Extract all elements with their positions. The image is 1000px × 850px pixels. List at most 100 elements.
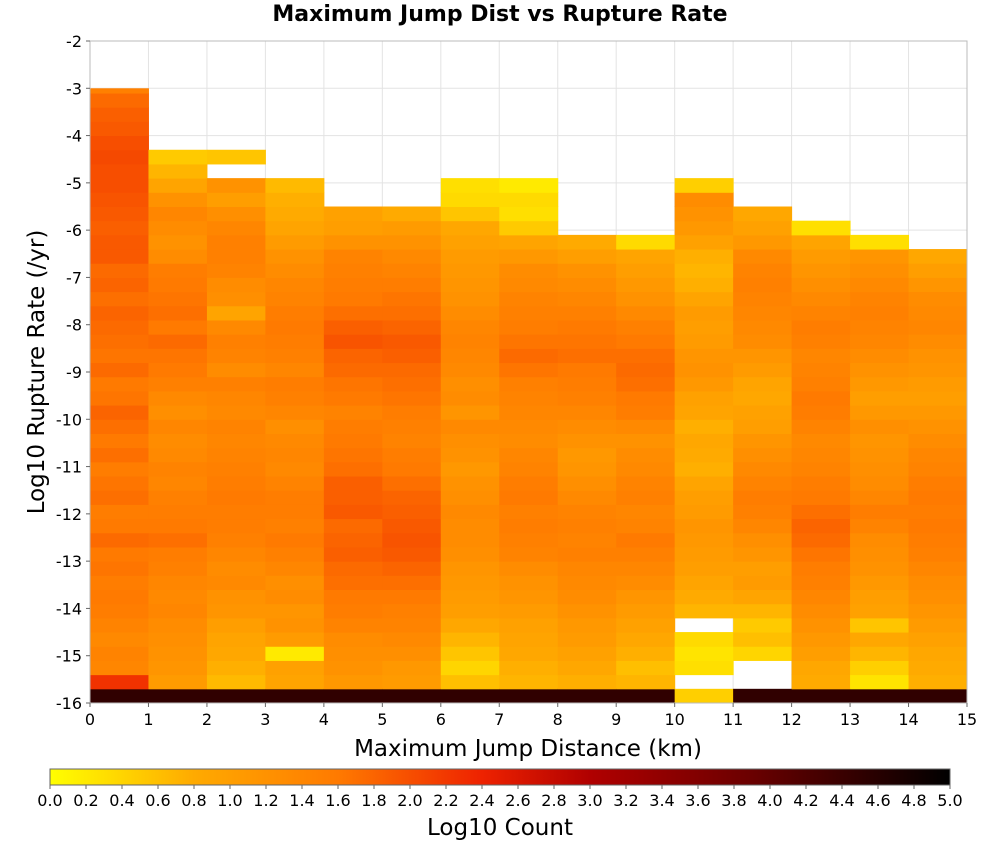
colorbar-tick-label: 1.2: [253, 791, 278, 810]
heatmap-cell: [791, 319, 851, 335]
heatmap-cell: [206, 504, 266, 520]
heatmap-cell: [616, 234, 676, 250]
heatmap-cell: [440, 178, 500, 193]
heatmap-cell: [733, 362, 793, 378]
heatmap-cell: [616, 319, 676, 335]
heatmap-cell: [265, 561, 325, 576]
colorbar-tick-label: 4.2: [793, 791, 818, 810]
x-tick-label: 8: [553, 710, 563, 729]
heatmap-cell: [90, 632, 149, 647]
heatmap-cell: [265, 249, 325, 264]
heatmap-cell: [850, 476, 910, 491]
heatmap-cell: [265, 263, 325, 278]
heatmap-cell: [148, 192, 208, 207]
heatmap-cell: [499, 603, 559, 619]
heatmap-cell: [265, 305, 325, 321]
heatmap-cell: [499, 334, 559, 349]
heatmap-cell: [908, 319, 968, 335]
heatmap-cell: [206, 532, 266, 548]
heatmap-cell: [90, 688, 149, 704]
heatmap-cell: [265, 376, 325, 392]
heatmap-cell: [382, 589, 442, 605]
heatmap-cell: [206, 405, 266, 420]
heatmap-cell: [440, 674, 500, 690]
heatmap-cell: [908, 447, 968, 463]
heatmap-cell: [382, 405, 442, 420]
heatmap-cell: [265, 632, 325, 647]
x-tick-label: 5: [377, 710, 387, 729]
heatmap-cell: [674, 504, 734, 520]
heatmap-cell: [265, 319, 325, 335]
heatmap-cell: [323, 334, 383, 349]
heatmap-cell: [733, 234, 793, 250]
heatmap-cell: [616, 291, 676, 307]
heatmap-cell: [323, 476, 383, 491]
heatmap-cell: [206, 660, 266, 676]
heatmap-cell: [791, 263, 851, 278]
heatmap-cell: [791, 249, 851, 264]
heatmap-cell: [206, 447, 266, 463]
heatmap-cell: [557, 575, 617, 591]
heatmap-cell: [733, 490, 793, 505]
heatmap-cell: [323, 277, 383, 293]
heatmap-cell: [850, 263, 910, 278]
heatmap-cell: [850, 348, 910, 364]
heatmap-cell: [148, 277, 208, 293]
heatmap-cell: [323, 575, 383, 591]
heatmap-cell: [148, 433, 208, 449]
heatmap-cell: [382, 334, 442, 349]
heatmap-cell: [499, 617, 559, 633]
heatmap-cell: [382, 376, 442, 392]
heatmap-cell: [791, 419, 851, 434]
x-tick-label: 6: [436, 710, 446, 729]
heatmap-cell: [850, 334, 910, 349]
x-axis-label: Maximum Jump Distance (km): [354, 736, 702, 762]
heatmap-cell: [733, 206, 793, 222]
heatmap-cell: [674, 575, 734, 591]
heatmap-cell: [440, 305, 500, 321]
heatmap-cell: [616, 546, 676, 562]
heatmap-cell: [850, 688, 910, 704]
heatmap-cell: [90, 546, 149, 562]
heatmap-cell: [850, 490, 910, 505]
heatmap-cell: [733, 319, 793, 335]
y-tick-label: -13: [56, 552, 82, 571]
heatmap-cell: [265, 178, 325, 193]
heatmap-cell: [791, 376, 851, 392]
heatmap-cell: [616, 518, 676, 534]
heatmap-cell: [323, 674, 383, 690]
heatmap-cell: [674, 319, 734, 335]
y-tick-label: -10: [56, 410, 82, 429]
heatmap-cell: [850, 461, 910, 477]
heatmap-cell: [850, 518, 910, 534]
x-axis-ticks: 0 1 2 3 4 5 6 7 8 9 10 11 12 13 14 15: [85, 703, 977, 729]
heatmap-cell: [674, 660, 734, 676]
heatmap-cell: [206, 178, 266, 193]
heatmap-cell: [323, 660, 383, 676]
heatmap-cell: [206, 433, 266, 449]
heatmap-cell: [908, 305, 968, 321]
heatmap-cell: [674, 518, 734, 534]
heatmap-cell: [674, 490, 734, 505]
heatmap-cell: [616, 277, 676, 293]
heatmap-cell: [206, 674, 266, 690]
heatmap-cell: [616, 504, 676, 520]
heatmap-cell: [674, 249, 734, 264]
heatmap-cell: [206, 348, 266, 364]
heatmap-cell: [733, 532, 793, 548]
heatmap-cell: [90, 419, 149, 434]
heatmap-cell: [499, 518, 559, 534]
heatmap-cell: [733, 461, 793, 477]
heatmap-cell: [674, 192, 734, 207]
heatmap-cell: [557, 561, 617, 576]
y-tick-label: -3: [66, 79, 82, 98]
chart-title: Maximum Jump Dist vs Rupture Rate: [272, 2, 728, 27]
heatmap-cell: [908, 575, 968, 591]
heatmap-cell: [733, 405, 793, 420]
heatmap-cell: [850, 617, 910, 633]
heatmap-cell: [791, 532, 851, 548]
heatmap-cell: [90, 163, 149, 179]
heatmap-cell: [674, 433, 734, 449]
heatmap-cell: [908, 546, 968, 562]
heatmap-cell: [791, 405, 851, 420]
